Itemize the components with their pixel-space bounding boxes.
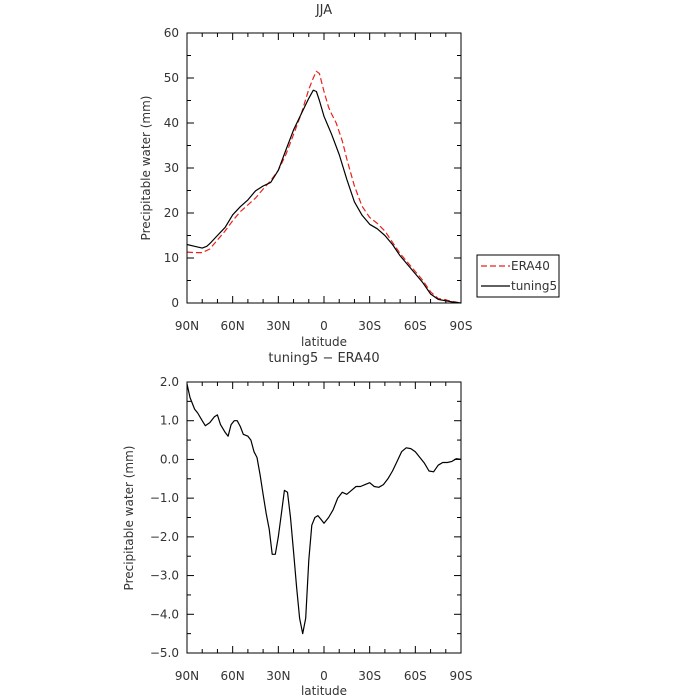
y-tick-label: 50 [164, 71, 179, 85]
top-x-tick-labels: 90N 60N 30N 0 30S 60S 90S [175, 319, 473, 333]
x-tick-label: 90N [175, 319, 199, 333]
x-tick-label: 0 [320, 319, 328, 333]
top-tick-marks [186, 32, 462, 304]
top-panel: JJA 90N 60N 30N 0 30S 60S 90S 0 10 20 30 40 50 60 la… [139, 3, 472, 349]
y-tick-label: 0 [171, 296, 179, 310]
x-tick-label: 90N [175, 669, 199, 683]
y-tick-label: 2.0 [160, 375, 179, 389]
x-tick-label: 90S [450, 669, 473, 683]
series-line-difference [186, 383, 462, 635]
y-tick-label: 40 [164, 116, 179, 130]
bottom-tick-marks [186, 381, 462, 654]
y-tick-label: 60 [164, 26, 179, 40]
y-tick-label: −3.0 [150, 569, 179, 583]
legend: ERA40 tuning5 [476, 254, 560, 298]
x-tick-label: 0 [320, 669, 328, 683]
bottom-panel: tuning5 − ERA40 90N 60N 30N 0 30S 60S 90S 2.0 1… [122, 351, 472, 698]
y-tick-label: −1.0 [150, 491, 179, 505]
y-tick-label: 30 [164, 161, 179, 175]
legend-label-tuning5: tuning5 [511, 279, 557, 293]
bottom-y-tick-labels: 2.0 1.0 0.0 −1.0 −2.0 −3.0 −4.0 −5.0 [150, 375, 179, 660]
x-tick-label: 60S [404, 319, 427, 333]
top-y-axis-label: Precipitable water (mm) [139, 96, 153, 241]
top-series-lines [186, 70, 462, 304]
x-tick-label: 30S [358, 319, 381, 333]
series-line-tuning5 [186, 89, 462, 304]
series-line-era40 [186, 70, 462, 304]
legend-label-era40: ERA40 [511, 259, 550, 273]
x-tick-label: 60N [221, 669, 245, 683]
y-tick-label: 20 [164, 206, 179, 220]
bottom-x-tick-labels: 90N 60N 30N 0 30S 60S 90S [175, 669, 473, 683]
y-tick-label: −5.0 [150, 646, 179, 660]
x-tick-label: 60N [221, 319, 245, 333]
legend-box [476, 254, 560, 298]
bottom-chart-title: tuning5 − ERA40 [268, 351, 379, 366]
y-tick-label: 1.0 [160, 414, 179, 428]
top-plot-frame [186, 32, 462, 304]
bottom-series-lines [186, 383, 462, 635]
x-tick-label: 60S [404, 669, 427, 683]
x-tick-label: 30S [358, 669, 381, 683]
x-tick-label: 30N [266, 669, 290, 683]
x-tick-label: 90S [450, 319, 473, 333]
y-tick-label: 0.0 [160, 452, 179, 466]
top-chart-title: JJA [315, 3, 332, 18]
top-y-tick-labels: 0 10 20 30 40 50 60 [164, 26, 179, 310]
top-x-axis-label: latitude [301, 335, 347, 349]
bottom-x-axis-label: latitude [301, 684, 347, 698]
y-tick-label: 10 [164, 251, 179, 265]
bottom-plot-frame [186, 381, 462, 654]
x-tick-label: 30N [266, 319, 290, 333]
y-tick-label: −2.0 [150, 530, 179, 544]
bottom-y-axis-label: Precipitable water (mm) [122, 446, 136, 591]
y-tick-label: −4.0 [150, 607, 179, 621]
